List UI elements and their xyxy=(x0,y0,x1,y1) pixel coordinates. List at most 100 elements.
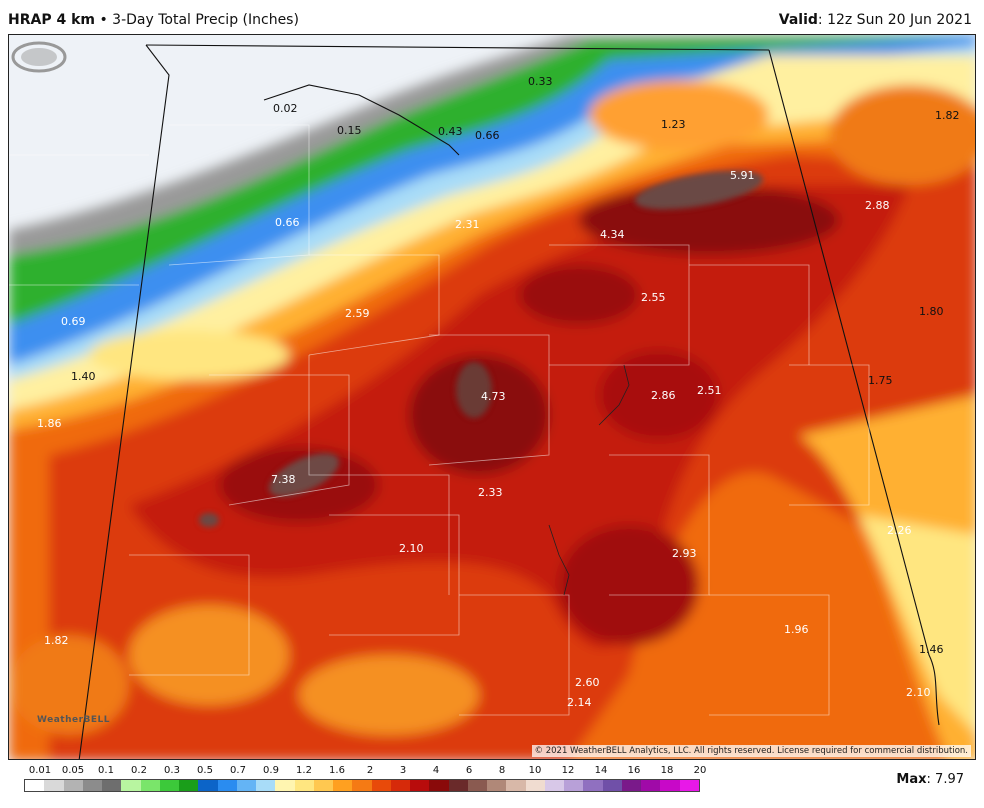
precip-value: 2.60 xyxy=(575,676,600,689)
precip-value: 5.91 xyxy=(730,169,755,182)
precip-value: 2.33 xyxy=(478,486,503,499)
max-number: : 7.97 xyxy=(926,772,964,787)
legend-swatch xyxy=(140,780,160,791)
legend-tick-label: 4 xyxy=(432,765,440,776)
title-separator: • xyxy=(99,12,108,28)
legend-swatch xyxy=(121,780,141,791)
legend-ticks: 0.01 0.05 0.1 0.2 0.3 0.5 0.7 0.9 1.2 1.6 2 3 4 6 8 10 1… xyxy=(24,765,707,777)
legend-tick-label: 3 xyxy=(399,765,407,776)
legend-swatch xyxy=(256,780,276,791)
legend-tick-label: 0.7 xyxy=(230,765,246,776)
max-label: Max xyxy=(896,772,927,787)
legend-swatch xyxy=(525,780,545,791)
legend-swatch xyxy=(410,780,430,791)
precip-value: 2.86 xyxy=(651,389,676,402)
precip-map: 0.02 0.15 0.43 0.66 0.33 1.23 1.82 5.91 … xyxy=(8,34,976,760)
legend-tick-label: 0.05 xyxy=(61,765,85,776)
precip-value: 1.40 xyxy=(71,370,96,383)
precip-value: 2.26 xyxy=(887,524,912,537)
legend-tick-label: 2 xyxy=(366,765,374,776)
legend-tick-label: 14 xyxy=(594,765,608,776)
legend-tick-label: 0.2 xyxy=(131,765,147,776)
legend-swatch xyxy=(467,780,487,791)
precip-value: 1.75 xyxy=(868,374,893,387)
precip-value: 1.23 xyxy=(661,118,686,131)
product-name: HRAP 4 km xyxy=(8,12,95,28)
precip-value: 2.88 xyxy=(865,199,890,212)
legend-swatch xyxy=(679,780,699,791)
legend-swatch xyxy=(371,780,391,791)
precip-value: 1.96 xyxy=(784,623,809,636)
precip-value: 2.59 xyxy=(345,307,370,320)
legend-swatch xyxy=(352,780,372,791)
legend-tick-label: 20 xyxy=(693,765,707,776)
precip-value: 1.86 xyxy=(37,417,62,430)
legend-tick-label: 12 xyxy=(561,765,575,776)
precip-value: 0.33 xyxy=(528,75,553,88)
legend-swatch xyxy=(487,780,507,791)
precip-value: 4.73 xyxy=(481,390,506,403)
copyright-notice: © 2021 WeatherBELL Analytics, LLC. All r… xyxy=(531,745,971,757)
valid-label: Valid xyxy=(778,12,818,28)
precip-value: 1.82 xyxy=(935,109,960,122)
legend-swatch xyxy=(621,780,641,791)
legend-swatch xyxy=(275,780,295,791)
precip-shading xyxy=(9,35,975,759)
field-title: 3-Day Total Precip (Inches) xyxy=(112,12,299,28)
legend-swatch xyxy=(217,780,237,791)
legend-tick-label: 16 xyxy=(627,765,641,776)
precip-value: 4.34 xyxy=(600,228,625,241)
county-boundaries xyxy=(9,124,870,716)
map-title: HRAP 4 km • 3-Day Total Precip (Inches) xyxy=(8,12,299,28)
precip-value: 2.51 xyxy=(697,384,722,397)
precip-value: 2.10 xyxy=(906,686,931,699)
legend-swatch xyxy=(179,780,199,791)
precip-value: 0.43 xyxy=(438,125,463,138)
precip-value: 1.80 xyxy=(919,305,944,318)
header-bar: HRAP 4 km • 3-Day Total Precip (Inches) … xyxy=(0,0,984,34)
logo-wordmark: WeatherBELL xyxy=(37,715,111,725)
legend-swatch xyxy=(333,780,353,791)
precip-value: 2.31 xyxy=(455,218,480,231)
legend-swatch xyxy=(506,780,526,791)
color-legend: 0.01 0.05 0.1 0.2 0.3 0.5 0.7 0.9 1.2 1.6 2 3 4 6 8 10 1… xyxy=(24,765,707,793)
precip-value: 0.66 xyxy=(275,216,300,229)
legend-swatch xyxy=(198,780,218,791)
legend-swatch xyxy=(236,780,256,791)
legend-tick-label: 0.01 xyxy=(28,765,52,776)
legend-swatch xyxy=(602,780,622,791)
precip-value: 1.82 xyxy=(44,634,69,647)
legend-swatch xyxy=(294,780,314,791)
legend-swatch xyxy=(390,780,410,791)
legend-swatch xyxy=(564,780,584,791)
weatherbell-logo-icon xyxy=(11,41,67,73)
precip-value: 2.14 xyxy=(567,696,592,709)
legend-tick-label: 18 xyxy=(660,765,674,776)
legend-swatch xyxy=(44,780,64,791)
legend-swatch xyxy=(544,780,564,791)
precip-value: 2.55 xyxy=(641,291,666,304)
legend-swatch xyxy=(82,780,102,791)
legend-swatch xyxy=(159,780,179,791)
legend-tick-label: 10 xyxy=(528,765,542,776)
precip-value: 0.69 xyxy=(61,315,86,328)
valid-time-value: : 12z Sun 20 Jun 2021 xyxy=(817,12,972,28)
rivers xyxy=(548,364,630,596)
maxima-shading xyxy=(199,170,764,527)
precip-value: 2.93 xyxy=(672,547,697,560)
precip-value: 2.10 xyxy=(399,542,424,555)
legend-tick-label: 0.9 xyxy=(263,765,279,776)
legend-tick-label: 6 xyxy=(465,765,473,776)
legend-tick-label: 1.6 xyxy=(329,765,345,776)
legend-swatch xyxy=(641,780,661,791)
legend-colorbar xyxy=(24,779,700,792)
legend-swatch xyxy=(25,780,45,791)
legend-swatch xyxy=(429,780,449,791)
precip-field-svg xyxy=(9,35,975,759)
legend-swatch xyxy=(448,780,468,791)
legend-tick-label: 0.3 xyxy=(164,765,180,776)
state-boundaries xyxy=(78,44,940,759)
precip-value: 0.02 xyxy=(273,102,298,115)
precip-value: 0.66 xyxy=(475,129,500,142)
legend-swatch xyxy=(660,780,680,791)
